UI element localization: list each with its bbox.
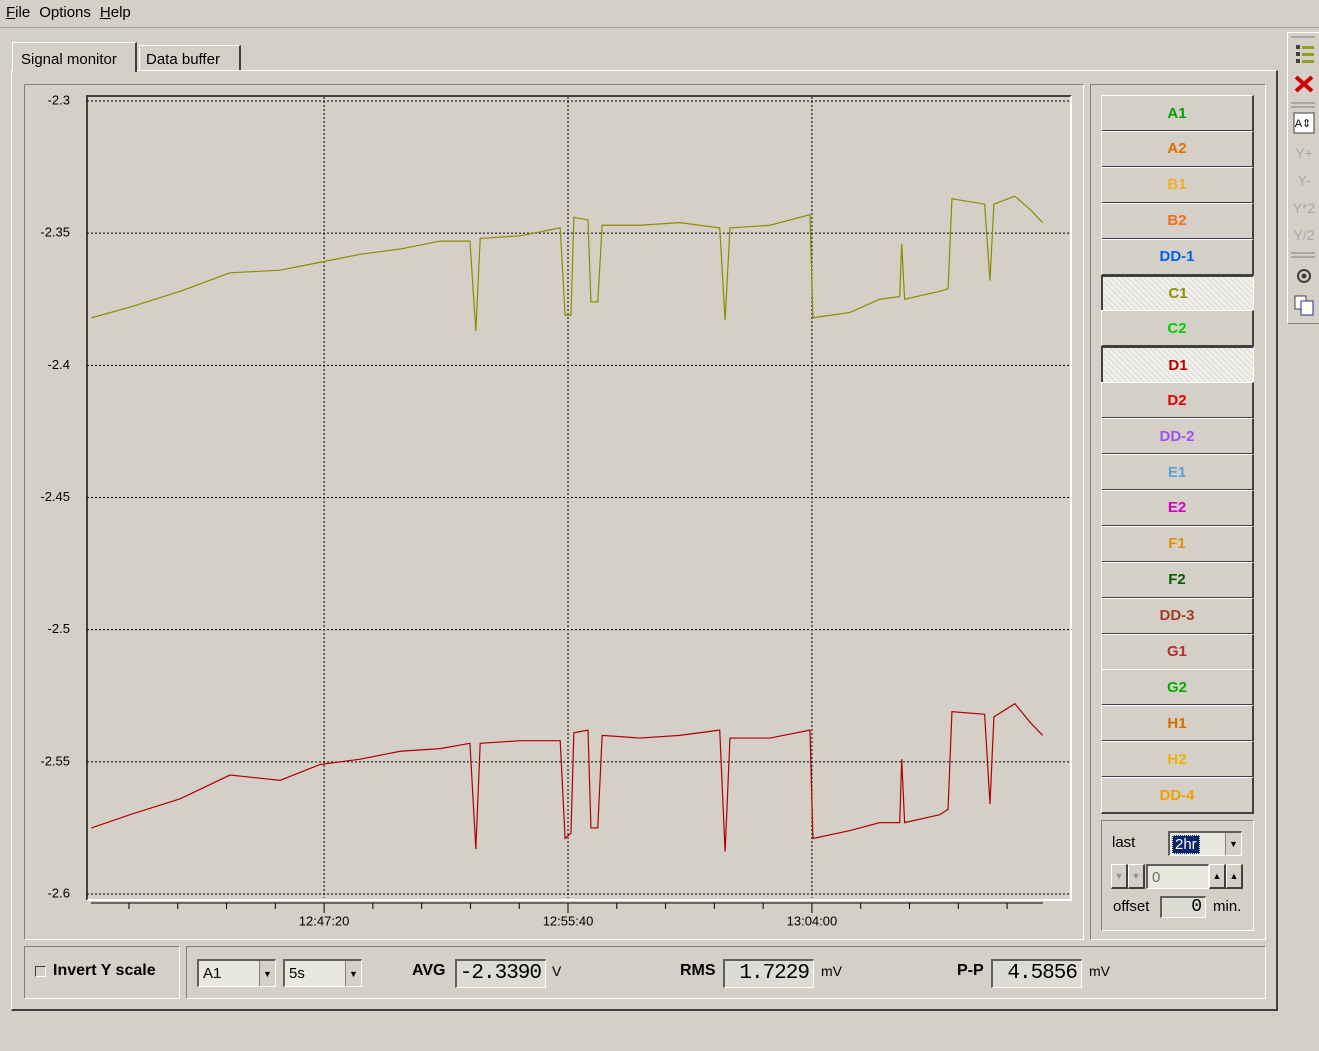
spin-down[interactable]: ▼ bbox=[1128, 864, 1145, 889]
spin-down-fast[interactable]: ▼ bbox=[1111, 864, 1128, 889]
spin-entry[interactable]: 0 bbox=[1146, 864, 1209, 889]
scale-button[interactable]: Y- bbox=[1297, 172, 1311, 189]
channel-button[interactable]: DD-2 bbox=[1101, 418, 1254, 456]
y-tick-label: -2.3 bbox=[48, 92, 70, 107]
channel-button[interactable]: B2 bbox=[1101, 202, 1254, 240]
autoscale-glyph: A⇕ bbox=[1295, 118, 1312, 130]
list-icon[interactable] bbox=[1296, 45, 1314, 63]
channel-button[interactable]: E2 bbox=[1101, 489, 1254, 527]
side-toolbar: A⇕ bbox=[1287, 32, 1319, 324]
spin-up-fast[interactable]: ▲ bbox=[1226, 864, 1243, 889]
stat-value: 1.7229 bbox=[723, 959, 814, 988]
offset-unit: min. bbox=[1213, 898, 1242, 915]
channel-button[interactable]: DD-3 bbox=[1101, 597, 1254, 635]
channel-value: A1 bbox=[203, 965, 222, 982]
offset-value[interactable]: 0 bbox=[1160, 896, 1206, 918]
y-tick-label: -2.4 bbox=[48, 357, 70, 372]
channel-button[interactable]: DD-4 bbox=[1101, 777, 1254, 815]
stat-label: P-P bbox=[957, 962, 984, 979]
autoscale-icon[interactable] bbox=[1293, 112, 1315, 134]
stat-unit: V bbox=[552, 963, 562, 979]
invert-panel bbox=[24, 946, 180, 999]
scale-button[interactable]: Y/2 bbox=[1293, 226, 1315, 243]
y-tick-label: -2.5 bbox=[48, 621, 70, 636]
invert-checkbox[interactable] bbox=[35, 966, 46, 977]
channel-combo[interactable]: A1 ▼ bbox=[197, 959, 276, 987]
menu: File Options Help bbox=[6, 4, 140, 21]
series-line bbox=[91, 195, 1044, 332]
stat-label: RMS bbox=[680, 962, 716, 979]
channel-panel bbox=[1090, 84, 1266, 940]
y-tick-label: -2.55 bbox=[40, 753, 70, 768]
copy-icon[interactable] bbox=[1294, 295, 1314, 316]
menu-item[interactable]: Options bbox=[39, 4, 91, 21]
combo-arrow: ▼ bbox=[259, 961, 275, 986]
spin-up[interactable]: ▲ bbox=[1209, 864, 1226, 889]
offset-label: offset bbox=[1113, 898, 1150, 915]
range-combo[interactable]: 2hr ▼ bbox=[1168, 831, 1242, 856]
stat-value: 4.5856 bbox=[991, 959, 1082, 988]
menu-item[interactable]: File bbox=[6, 4, 31, 21]
toolbar-icons: A⇕ bbox=[1291, 36, 1315, 316]
stats-panel bbox=[186, 946, 1266, 999]
y-tick-label: -2.6 bbox=[48, 885, 70, 900]
menu-item[interactable]: Help bbox=[99, 4, 131, 21]
range-value: 2hr bbox=[1172, 834, 1200, 854]
stat-unit: mV bbox=[1089, 963, 1110, 979]
interval-combo[interactable]: 5s ▼ bbox=[283, 959, 362, 987]
range-panel bbox=[1101, 820, 1254, 931]
menu-bar: File Options Help bbox=[0, 0, 1319, 28]
record-icon[interactable] bbox=[1297, 269, 1311, 283]
close-icon[interactable] bbox=[1294, 75, 1314, 93]
stat-label: AVG bbox=[412, 962, 446, 979]
y-tick-label: -2.35 bbox=[40, 225, 70, 240]
y-tick-label: -2.45 bbox=[40, 489, 70, 504]
tab[interactable]: Data buffer bbox=[139, 45, 241, 70]
stat-value: -2.3390 bbox=[455, 959, 546, 988]
invert-label[interactable]: Invert Y scale bbox=[53, 962, 156, 979]
tab-panel bbox=[11, 70, 1278, 1011]
plot-frame bbox=[24, 84, 1084, 940]
interval-value: 5s bbox=[289, 965, 305, 982]
record-dot bbox=[1301, 273, 1307, 279]
combo-arrow: ▼ bbox=[345, 961, 361, 986]
channel-button[interactable]: B1 bbox=[1101, 166, 1254, 204]
x-tick-label: 12:47:20 bbox=[299, 913, 350, 928]
combo-arrow: ▼ bbox=[1225, 833, 1241, 855]
x-tick-label: 12:55:40 bbox=[543, 913, 594, 928]
series-line bbox=[91, 702, 1044, 852]
x-tick-label: 13:04:00 bbox=[787, 913, 838, 928]
last-label: last bbox=[1112, 834, 1136, 851]
scale-button[interactable]: Y+ bbox=[1295, 145, 1313, 161]
scale-button[interactable]: Y*2 bbox=[1292, 199, 1316, 216]
tab[interactable]: Signal monitor bbox=[12, 42, 137, 72]
stat-unit: mV bbox=[821, 963, 842, 979]
